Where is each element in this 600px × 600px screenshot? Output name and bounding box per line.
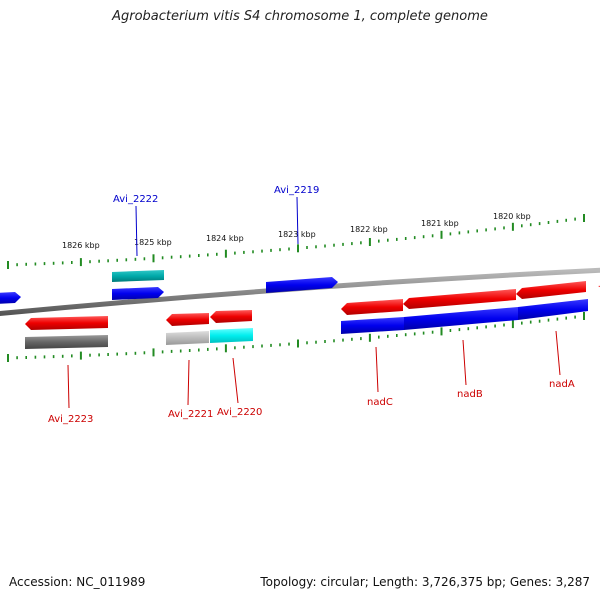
gene-feature-nada[interactable] (516, 281, 586, 299)
gene-label-avi-2220[interactable]: Avi_2220 (217, 407, 262, 418)
inner-scale-ticks (7, 312, 585, 362)
scale-label-1820: 1820 kbp (493, 212, 531, 221)
gene-feature-nada-cds[interactable] (518, 299, 588, 320)
leader-line-avi-2222 (135, 205, 138, 257)
scale-label-1826: 1826 kbp (62, 241, 100, 250)
gene-feature-avi-2222-rna[interactable] (112, 270, 164, 282)
scale-label-1821: 1821 kbp (421, 219, 459, 228)
gene-label-nada[interactable]: nadA (549, 379, 575, 390)
gene-label-nadb[interactable]: nadB (457, 389, 483, 400)
leader-line-nada (555, 330, 561, 376)
gene-label-avi-2222[interactable]: Avi_2222 (113, 194, 158, 205)
gene-feature-nadc-cds[interactable] (341, 317, 404, 334)
gene-label-avi-2219[interactable]: Avi_2219 (274, 185, 319, 196)
gene-feature-avi-2221-pseudo[interactable] (166, 331, 209, 345)
gene-feature-avi-2222[interactable] (112, 287, 164, 300)
gene-feature-avi-2223[interactable] (25, 316, 108, 330)
gene-feature-avi-2220-rna[interactable] (210, 328, 253, 343)
leader-line-avi-2219 (296, 196, 299, 245)
scale-label-1824: 1824 kbp (206, 234, 244, 243)
leader-line-avi-2220 (232, 357, 239, 404)
leader-line-avi-2223 (67, 364, 70, 409)
topology-summary: Topology: circular; Length: 3,726,375 bp… (260, 575, 590, 589)
leader-line-nadb (462, 339, 467, 386)
gene-feature-forward-edge[interactable] (0, 292, 21, 304)
scale-label-1823: 1823 kbp (278, 230, 316, 239)
gene-label-avi-2223[interactable]: Avi_2223 (48, 414, 93, 425)
gene-feature-avi-2221[interactable] (166, 313, 209, 326)
outer-scale-ticks (7, 214, 585, 269)
leader-line-nadc (375, 346, 379, 393)
accession-label: Accession: NC_011989 (9, 575, 146, 589)
gene-feature-nadb-cds[interactable] (404, 307, 518, 330)
gene-feature-nadc[interactable] (341, 299, 403, 315)
map-title: Agrobacterium vitis S4 chromosome 1, com… (112, 9, 488, 24)
scale-label-1822: 1822 kbp (350, 225, 388, 234)
gene-feature-avi-2220[interactable] (210, 310, 252, 323)
gene-feature-avi-2223-pseudo[interactable] (25, 335, 108, 349)
gene-label-nadc[interactable]: nadC (367, 397, 393, 408)
leader-line-avi-2221 (187, 359, 190, 406)
scale-label-1825: 1825 kbp (134, 238, 172, 247)
gene-feature-nadb[interactable] (403, 289, 516, 309)
gene-feature-avi-2219[interactable] (266, 277, 338, 293)
gene-label-avi-2221[interactable]: Avi_2221 (168, 409, 213, 420)
